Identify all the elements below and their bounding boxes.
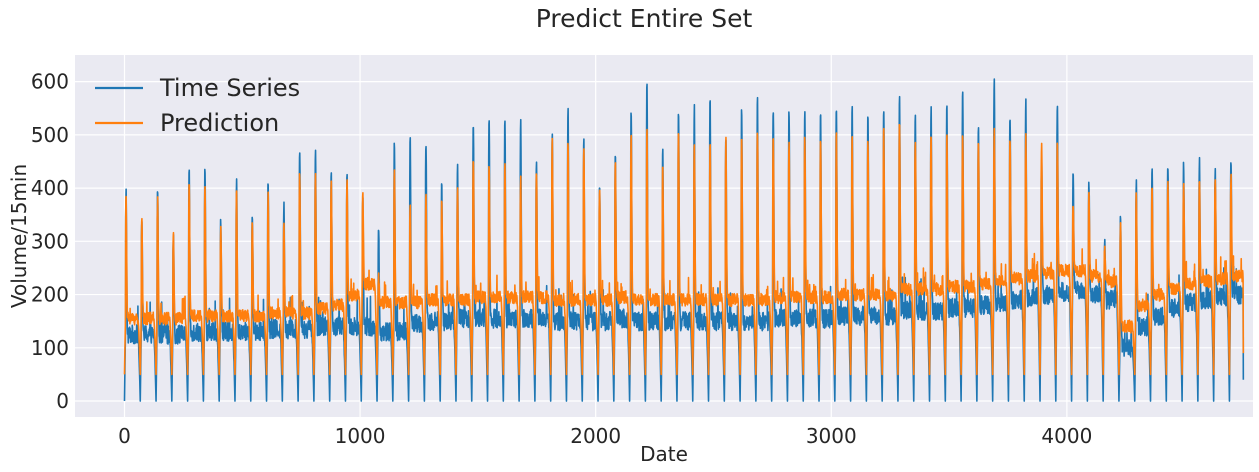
series-line-prediction [123,123,1245,376]
y-tick-label: 100 [31,336,69,360]
y-tick-label: 600 [31,70,69,94]
chart-title: Predict Entire Set [536,4,753,33]
x-tick-label: 3000 [806,424,857,448]
y-tick-label: 200 [31,283,69,307]
y-tick-label: 500 [31,123,69,147]
legend-label: Time Series [159,74,300,102]
y-tick-label: 400 [31,176,69,200]
x-axis-label: Date [640,442,688,466]
x-tick-label: 1000 [335,424,386,448]
x-tick-label: 0 [118,424,131,448]
legend-label: Prediction [160,109,279,137]
y-axis-ticks: 0 100 200 300 400 500 600 [31,70,69,413]
x-tick-label: 4000 [1041,424,1092,448]
y-axis-label: Volume/15min [7,164,31,308]
legend: Time Series Prediction [95,74,300,137]
y-tick-label: 300 [31,229,69,253]
x-axis-ticks: 0 1000 2000 3000 4000 [118,424,1092,448]
x-tick-label: 2000 [570,424,621,448]
y-tick-label: 0 [56,389,69,413]
series-lines [123,78,1245,402]
